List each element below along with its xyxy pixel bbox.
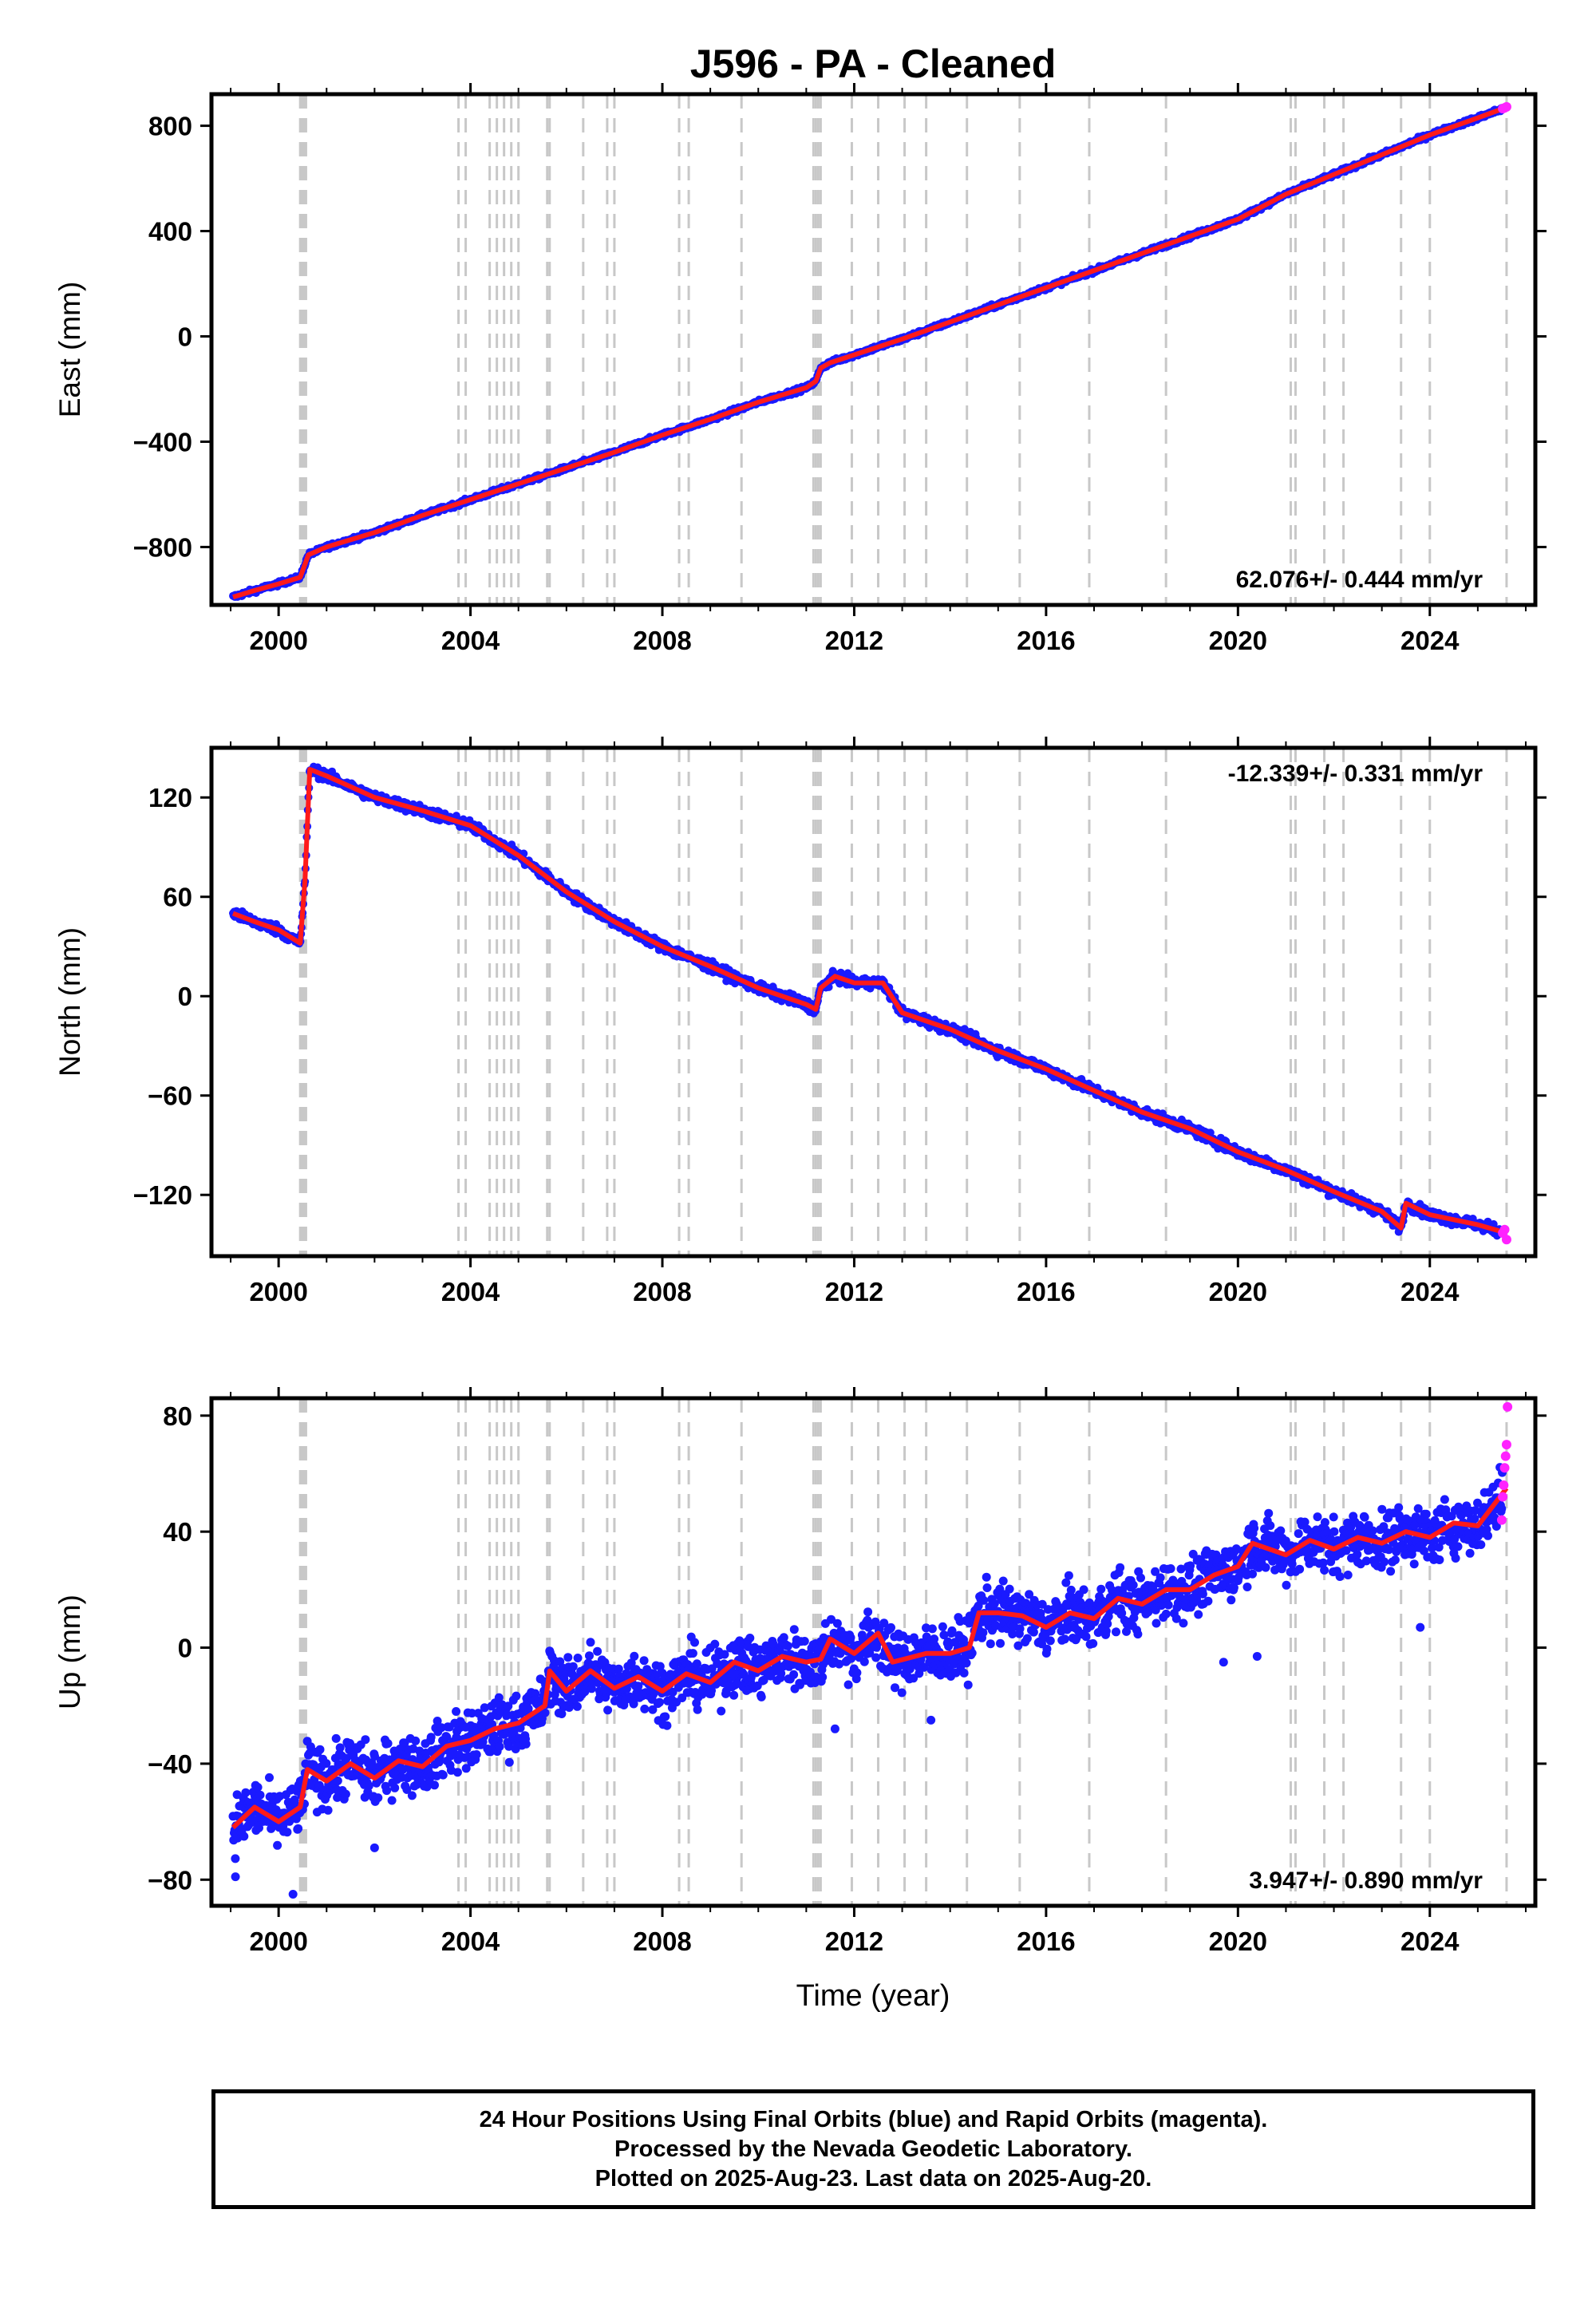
final-orbit-point [282,1828,292,1837]
x-tick-label: 2024 [1400,626,1460,655]
final-orbit-point [255,1790,265,1800]
final-orbit-point [382,1786,392,1796]
panel-east: 2000 2004 2008 2012 2016 2020 2024 −800 −400 0 400… [53,83,1547,655]
final-orbit-point [315,1745,325,1754]
x-tick-label: 2004 [441,1277,500,1306]
y-tick-label: 60 [163,883,192,912]
x-tick-label: 2016 [1017,1277,1075,1306]
final-orbit-point [1206,1128,1215,1137]
final-orbit-point [383,1739,393,1749]
final-orbit-point [370,1752,379,1761]
final-orbit-point [333,1776,342,1785]
final-orbit-point [294,1824,303,1833]
plot-frame [209,745,1538,1259]
x-tick-label: 2016 [1017,626,1075,655]
x-tick-label: 2020 [1209,626,1267,655]
y-tick-label: 120 [148,783,192,812]
final-orbit-point [323,1805,333,1815]
final-orbit-point [253,1783,263,1792]
rapid-orbit-point [1499,1224,1510,1235]
x-tick-label: 2020 [1209,1277,1267,1306]
final-orbit-point [390,1783,400,1792]
x-tick-label: 2004 [441,626,500,655]
final-orbit-point [273,1840,282,1850]
model-line [232,105,1507,599]
panel-up: 2000 2004 2008 2012 2016 2020 2024−80−4004080U… [53,1387,1547,1956]
final-orbit-point [387,1796,397,1805]
y-tick-label: 0 [178,982,192,1011]
y-tick-label: 0 [178,322,192,352]
y-tick-label: −800 [133,532,192,562]
final-orbit-point [341,1789,350,1799]
rate-annotation: -12.339+/- 0.331 mm/yr [1228,761,1483,787]
x-tick-label: 2012 [825,626,883,655]
rapid-orbit-point [1501,1235,1511,1245]
x-tick-label: 2012 [825,1277,883,1306]
y-axis-label: North (mm) [53,927,86,1077]
panel-north: 2000 2004 2008 2012 2016 2020 2024 −120 −60 0 60 12… [53,737,1547,1306]
y-tick-label: −400 [133,427,192,456]
x-tick-label: 2000 [249,626,307,655]
y-tick-label: 400 [148,217,192,247]
final-orbit-point [364,1781,373,1791]
x-tick-label: 2008 [633,1277,691,1306]
plot-frame [209,92,1538,607]
chart-title: J596 - PA - Cleaned [690,41,1057,86]
x-tick-label: 2024 [1400,1277,1460,1306]
x-tick-label: 2000 [249,1277,307,1306]
final-orbit-point [361,1735,370,1745]
y-axis-label: East (mm) [53,282,86,418]
final-orbit-point [267,1824,276,1833]
rate-annotation: 62.076+/- 0.444 mm/yr [1236,567,1483,593]
y-tick-label: 800 [148,112,192,141]
x-tick-label: 2008 [633,626,691,655]
final-orbit-point [231,1854,240,1863]
y-tick-label: −60 [148,1081,192,1111]
y-tick-label: −120 [133,1180,192,1210]
final-orbit-point [335,1743,345,1753]
final-orbit-point [265,1773,274,1782]
model-line [231,767,1507,1235]
final-orbit-point [239,1832,249,1841]
final-orbit-point [373,1793,383,1803]
final-orbit-point [255,1823,263,1832]
final-orbit-point [331,1733,341,1743]
final-orbit-point [241,1788,251,1797]
final-orbit-point [322,1759,331,1769]
rapid-orbit-point [1501,101,1511,112]
